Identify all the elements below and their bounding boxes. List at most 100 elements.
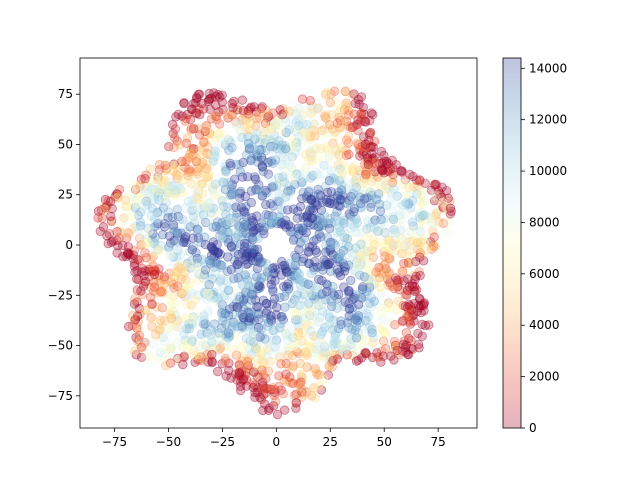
scatter-point (172, 267, 183, 277)
scatter-point (322, 187, 333, 198)
scatter-point (170, 124, 181, 134)
scatter-point (173, 245, 183, 256)
scatter-point (354, 99, 364, 110)
scatter-point (427, 217, 437, 228)
scatter-point (401, 198, 411, 208)
scatter-point (441, 227, 451, 237)
scatter-point (203, 357, 213, 367)
scatter-point (386, 317, 397, 327)
scatter-point (187, 323, 197, 333)
scatter-point (260, 334, 270, 344)
scatter-point (289, 295, 300, 305)
scatter-point (220, 216, 231, 227)
scatter-point (227, 179, 237, 190)
scatter-point (253, 251, 263, 262)
scatter-point (364, 311, 374, 322)
scatter-point (287, 162, 297, 173)
scatter-point (201, 172, 212, 183)
scatter-point (263, 111, 274, 121)
scatter-point (320, 111, 330, 122)
scatter-point (214, 119, 225, 129)
scatter-point (193, 201, 204, 212)
scatter-point (240, 191, 251, 202)
scatter-point (262, 321, 273, 331)
scatter-point (288, 142, 299, 152)
scatter-point (183, 170, 193, 181)
scatter-point (253, 372, 263, 382)
scatter-point (175, 214, 185, 225)
scatter-point (139, 278, 150, 289)
y-tick-label: 25 (58, 188, 73, 202)
scatter-point (297, 178, 307, 188)
scatter-point (281, 178, 291, 189)
scatter-point (413, 339, 424, 350)
scatter-point (375, 301, 385, 312)
scatter-point (290, 106, 300, 117)
scatter-point (318, 306, 328, 316)
y-tick-label: −75 (48, 389, 73, 403)
scatter-point (349, 168, 360, 178)
scatter-point (332, 207, 342, 217)
scatter-point (186, 288, 197, 298)
scatter-point (343, 121, 353, 131)
scatter-point (385, 254, 395, 264)
scatter-point (226, 242, 237, 252)
scatter-point (403, 285, 413, 296)
scatter-point (433, 190, 444, 200)
scatter-point (243, 259, 253, 269)
scatter-point (345, 200, 356, 211)
scatter-point (209, 133, 220, 143)
scatter-point (257, 191, 268, 201)
scatter-point (249, 380, 260, 390)
scatter-point (159, 349, 170, 359)
scatter-point (294, 274, 304, 285)
scatter-point (292, 308, 302, 319)
scatter-point (225, 217, 236, 228)
scatter-point (413, 328, 423, 339)
scatter-point (324, 223, 335, 234)
scatter-point (257, 352, 268, 362)
scatter-point (429, 232, 439, 242)
scatter-point (277, 312, 287, 322)
scatter-point (361, 169, 371, 180)
scatter-point (159, 272, 170, 282)
scatter-point (140, 266, 150, 276)
scatter-point (266, 116, 276, 127)
scatter-point (235, 188, 245, 198)
scatter-point (328, 237, 338, 247)
scatter-point (207, 289, 218, 300)
scatter-point (323, 245, 334, 255)
scatter-point (292, 213, 303, 223)
scatter-point (420, 178, 431, 189)
scatter-point (136, 174, 147, 185)
scatter-point (335, 115, 346, 126)
scatter-point (385, 180, 395, 190)
scatter-point (305, 95, 316, 106)
scatter-point (419, 299, 429, 309)
scatter-point (318, 374, 329, 384)
scatter-point (281, 222, 291, 232)
scatter-point (192, 157, 202, 167)
scatter-point (265, 124, 275, 135)
scatter-point (197, 314, 207, 324)
scatter-point (415, 221, 426, 231)
scatter-point (254, 283, 265, 294)
scatter-point (326, 259, 336, 269)
scatter-point (244, 318, 254, 328)
scatter-point (323, 370, 334, 380)
scatter-point (184, 154, 194, 165)
scatter-point (344, 337, 354, 348)
scatter-point (344, 149, 354, 160)
scatter-point (269, 339, 279, 349)
scatter-point (275, 105, 285, 115)
scatter-point (199, 315, 209, 325)
scatter-point (406, 305, 417, 315)
scatter-point (135, 193, 145, 203)
scatter-point (147, 266, 158, 277)
scatter-point (351, 257, 362, 268)
scatter-point (224, 285, 235, 295)
scatter-point (398, 339, 409, 350)
scatter-point (291, 271, 301, 281)
scatter-point (247, 215, 258, 226)
scatter-point (357, 283, 368, 293)
